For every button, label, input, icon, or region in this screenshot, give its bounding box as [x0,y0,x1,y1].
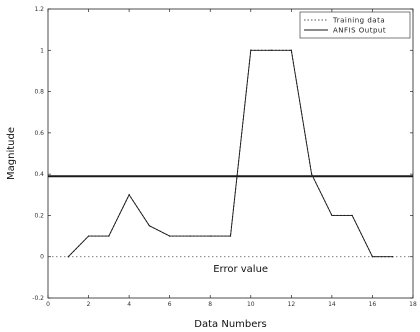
data-point [290,49,292,51]
x-tick-label: 14 [328,301,336,308]
x-tick-label: 6 [168,301,172,308]
x-tick-label: 12 [288,301,296,308]
data-point [189,235,191,237]
x-tick-label: 2 [87,301,91,308]
y-tick-label: -0.2 [32,295,44,302]
legend-label-anfis-output: ANFIS Output [333,27,386,35]
series-layer [67,49,394,258]
plot-area [47,8,414,299]
data-point [67,256,69,258]
y-tick-label: 0.2 [34,212,44,219]
x-tick-label: 10 [247,301,255,308]
y-tick-label: 0.8 [34,89,44,96]
data-point [392,256,394,258]
data-point [169,235,171,237]
x-tick-label: 16 [369,301,377,308]
y-axis-ticks: -0.2 0 0.2 0.4 0.6 0.8 1 1.2 [32,6,413,302]
y-tick-label: 0 [40,254,44,261]
data-point [351,214,353,217]
x-tick-label: 8 [208,301,212,308]
data-point [148,225,150,227]
data-point [371,256,374,258]
data-point [229,235,232,237]
y-tick-label: 0.6 [34,130,44,137]
data-point [87,235,90,237]
x-tick-label: 4 [127,301,131,308]
data-point [209,235,211,237]
data-point [331,214,333,217]
legend-label-training-data: Training data [332,17,385,25]
y-tick-label: 1 [40,47,44,54]
legend-box [299,11,411,39]
y-tick-label: 1.2 [34,6,44,13]
x-tick-label: 0 [46,301,50,308]
legend: Training data ANFIS Output [299,11,411,39]
reference-lines [48,175,413,258]
y-tick-label: 0.4 [34,171,44,178]
data-point [108,235,110,237]
data-point [311,173,313,175]
x-tick-label: 18 [409,301,417,308]
data-point [270,49,272,51]
x-axis-label: Data Numbers [194,319,266,330]
error-value-annotation: Error value [213,264,268,275]
data-point [250,49,252,51]
data-point [128,194,130,196]
x-axis-ticks: 0 2 4 6 8 10 12 14 16 18 [46,9,417,308]
y-axis-label: Magnitude [6,127,17,180]
